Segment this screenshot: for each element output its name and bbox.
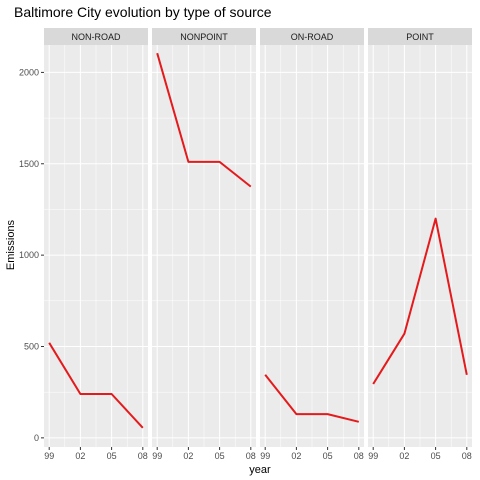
y-tick-label: 1000 bbox=[19, 250, 39, 260]
facet-panel-point: POINT 99 02 05 08 bbox=[368, 28, 472, 461]
y-axis: 0 500 1000 1500 2000 bbox=[19, 67, 44, 443]
y-tick-label: 1500 bbox=[19, 159, 39, 169]
facet-strip bbox=[260, 28, 364, 45]
facet-panel-non-road: NON-ROAD 99 02 05 08 bbox=[44, 28, 148, 461]
x-tick-label: 99 bbox=[368, 451, 378, 461]
x-tick-label: 08 bbox=[138, 451, 148, 461]
x-tick-label: 08 bbox=[354, 451, 364, 461]
x-tick-label: 99 bbox=[260, 451, 270, 461]
chart-title: Baltimore City evolution by type of sour… bbox=[14, 4, 272, 20]
x-tick-label: 99 bbox=[44, 451, 54, 461]
x-tick-label: 08 bbox=[246, 451, 256, 461]
x-tick-label: 05 bbox=[323, 451, 333, 461]
x-tick-label: 05 bbox=[215, 451, 225, 461]
y-axis-title: Emissions bbox=[5, 219, 17, 270]
x-tick-label: 02 bbox=[291, 451, 301, 461]
facet-strip bbox=[44, 28, 148, 45]
facet-strip bbox=[152, 28, 256, 45]
facet-strip-label: POINT bbox=[406, 32, 434, 42]
x-tick-label: 02 bbox=[75, 451, 85, 461]
facet-panel-nonpoint: NONPOINT 99 02 05 08 bbox=[152, 28, 256, 461]
series-line-point bbox=[372, 217, 468, 385]
facet-strip bbox=[368, 28, 472, 45]
x-axis-title: year bbox=[249, 464, 271, 476]
facet-panels: NON-ROAD 99 02 05 08 NONPOINT 99 02 05 08 ON-ROAD 9… bbox=[44, 28, 472, 461]
facet-panel-on-road: ON-ROAD 99 02 05 08 bbox=[260, 28, 364, 461]
facet-strip-label: NONPOINT bbox=[180, 32, 228, 42]
y-tick-label: 500 bbox=[24, 342, 39, 352]
series-line-nonpoint bbox=[156, 52, 252, 188]
facet-strip-label: NON-ROAD bbox=[72, 32, 121, 42]
x-tick-label: 02 bbox=[399, 451, 409, 461]
x-tick-label: 05 bbox=[107, 451, 117, 461]
series-line-non-road bbox=[48, 342, 144, 429]
y-tick-label: 0 bbox=[34, 433, 39, 443]
x-tick-label: 05 bbox=[431, 451, 441, 461]
x-tick-label: 02 bbox=[183, 451, 193, 461]
x-tick-label: 08 bbox=[462, 451, 472, 461]
x-tick-label: 99 bbox=[152, 451, 162, 461]
facet-strip-label: ON-ROAD bbox=[291, 32, 334, 42]
series-line-on-road bbox=[264, 374, 360, 423]
y-tick-label: 2000 bbox=[19, 67, 39, 77]
